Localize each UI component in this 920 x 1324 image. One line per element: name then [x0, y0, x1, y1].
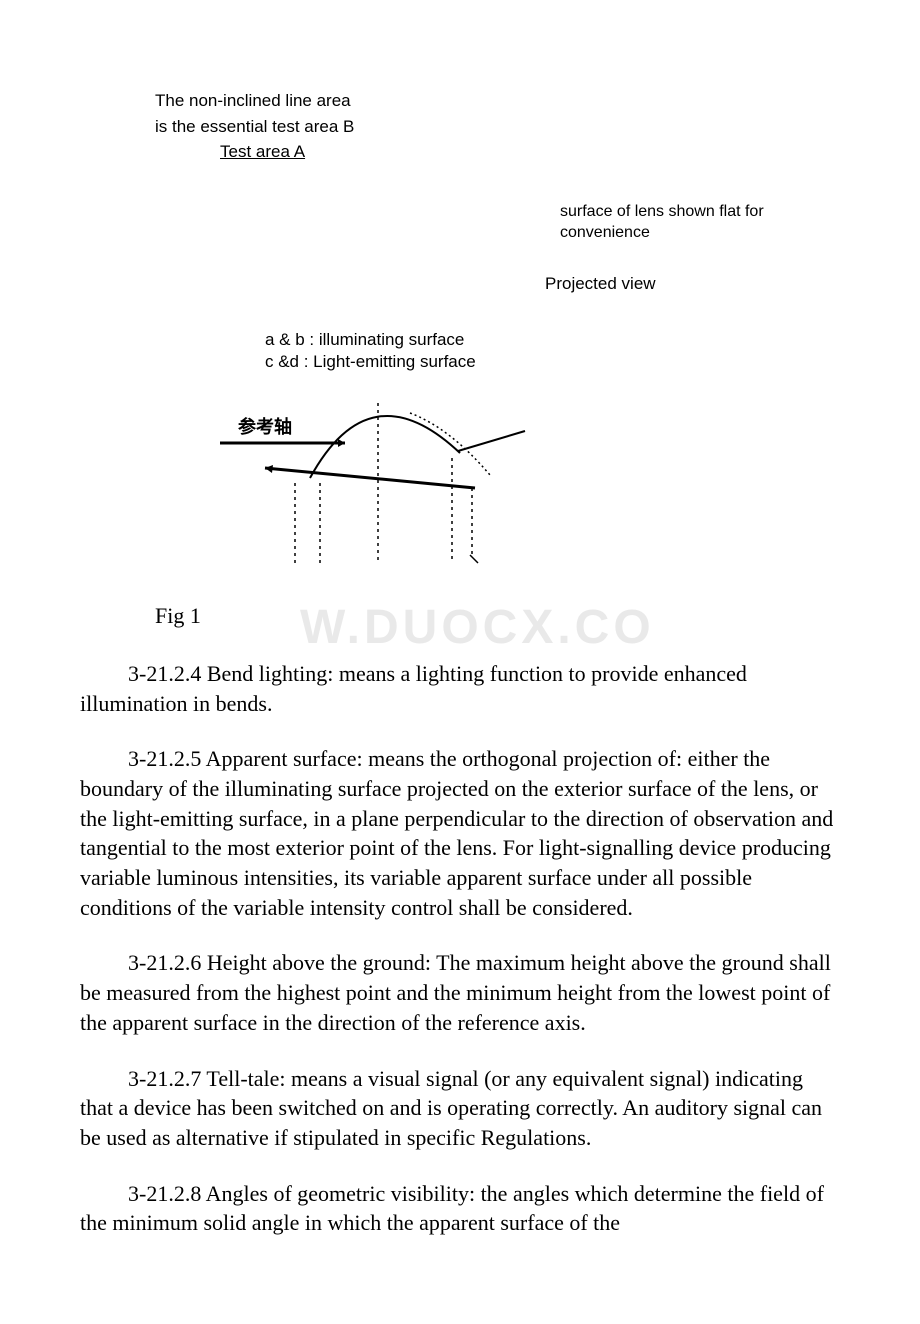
lower-baseline	[265, 468, 475, 488]
para-3-21-2-6: 3-21.2.6 Height above the ground: The ma…	[80, 948, 840, 1037]
right-tangent-line	[458, 431, 525, 451]
header-line-1: The non-inclined line area	[155, 90, 840, 112]
para-3-21-2-5: 3-21.2.5 Apparent surface: means the ort…	[80, 744, 840, 922]
diagram: 参考轴	[210, 383, 840, 588]
test-area-label: Test area A	[220, 142, 840, 162]
ref-axis-arrow	[338, 439, 345, 447]
axis-label-text: 参考轴	[238, 416, 292, 437]
para-3-21-2-8: 3-21.2.8 Angles of geometric visibility:…	[80, 1179, 840, 1238]
header-line-2: is the essential test area B	[155, 116, 840, 138]
surface-label-ab: a & b : illuminating surface	[265, 329, 840, 351]
para-3-21-2-4: 3-21.2.4 Bend lighting: means a lighting…	[80, 659, 840, 718]
lens-diagram-svg: 参考轴	[210, 383, 530, 583]
dome-curve	[310, 416, 460, 478]
bottom-tick	[470, 555, 478, 563]
para-3-21-2-7: 3-21.2.7 Tell-tale: means a visual signa…	[80, 1064, 840, 1153]
projected-view-label: Projected view	[545, 274, 840, 294]
surface-note: surface of lens shown flat for convenien…	[560, 202, 810, 244]
figure-label: Fig 1	[155, 603, 840, 629]
page-content: W.DUOCX.CO The non-inclined line area is…	[80, 90, 840, 1238]
surface-label-cd: c &d : Light-emitting surface	[265, 351, 840, 373]
surface-labels: a & b : illuminating surface c &d : Ligh…	[265, 329, 840, 373]
